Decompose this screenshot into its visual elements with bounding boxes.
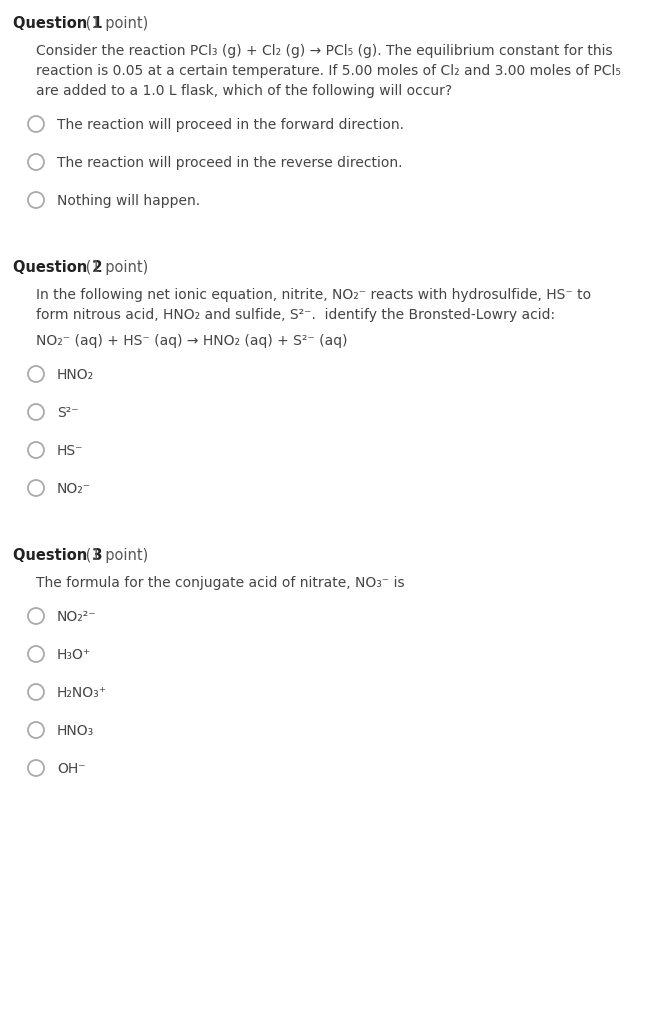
Text: Nothing will happen.: Nothing will happen. <box>57 194 200 208</box>
Text: are added to a 1.0 L flask, which of the following will occur?: are added to a 1.0 L flask, which of the… <box>36 84 452 98</box>
Text: (1 point): (1 point) <box>81 16 148 31</box>
Text: Consider the reaction PCl₃ (g) + Cl₂ (g) → PCl₅ (g). The equilibrium constant fo: Consider the reaction PCl₃ (g) + Cl₂ (g)… <box>36 44 613 58</box>
Text: form nitrous acid, HNO₂ and sulfide, S²⁻.  identify the Bronsted-Lowry acid:: form nitrous acid, HNO₂ and sulfide, S²⁻… <box>36 308 555 322</box>
Text: The reaction will proceed in the forward direction.: The reaction will proceed in the forward… <box>57 118 404 132</box>
Text: (1 point): (1 point) <box>81 548 148 563</box>
Text: OH⁻: OH⁻ <box>57 762 86 776</box>
Text: Question 2: Question 2 <box>13 260 102 275</box>
Text: (1 point): (1 point) <box>81 260 148 275</box>
Text: reaction is 0.05 at a certain temperature. If 5.00 moles of Cl₂ and 3.00 moles o: reaction is 0.05 at a certain temperatur… <box>36 63 621 78</box>
Text: HS⁻: HS⁻ <box>57 444 83 458</box>
Text: H₃O⁺: H₃O⁺ <box>57 648 91 662</box>
Text: The reaction will proceed in the reverse direction.: The reaction will proceed in the reverse… <box>57 156 402 170</box>
Text: H₂NO₃⁺: H₂NO₃⁺ <box>57 686 107 700</box>
Text: In the following net ionic equation, nitrite, NO₂⁻ reacts with hydrosulfide, HS⁻: In the following net ionic equation, nit… <box>36 288 591 302</box>
Text: Question 3: Question 3 <box>13 548 102 563</box>
Text: S²⁻: S²⁻ <box>57 406 79 420</box>
Text: The formula for the conjugate acid of nitrate, NO₃⁻ is: The formula for the conjugate acid of ni… <box>36 575 405 590</box>
Text: NO₂⁻ (aq) + HS⁻ (aq) → HNO₂ (aq) + S²⁻ (aq): NO₂⁻ (aq) + HS⁻ (aq) → HNO₂ (aq) + S²⁻ (… <box>36 334 348 348</box>
Text: NO₂²⁻: NO₂²⁻ <box>57 610 96 624</box>
Text: Question 1: Question 1 <box>13 16 103 31</box>
Text: HNO₂: HNO₂ <box>57 368 94 382</box>
Text: NO₂⁻: NO₂⁻ <box>57 482 91 496</box>
Text: HNO₃: HNO₃ <box>57 724 94 738</box>
